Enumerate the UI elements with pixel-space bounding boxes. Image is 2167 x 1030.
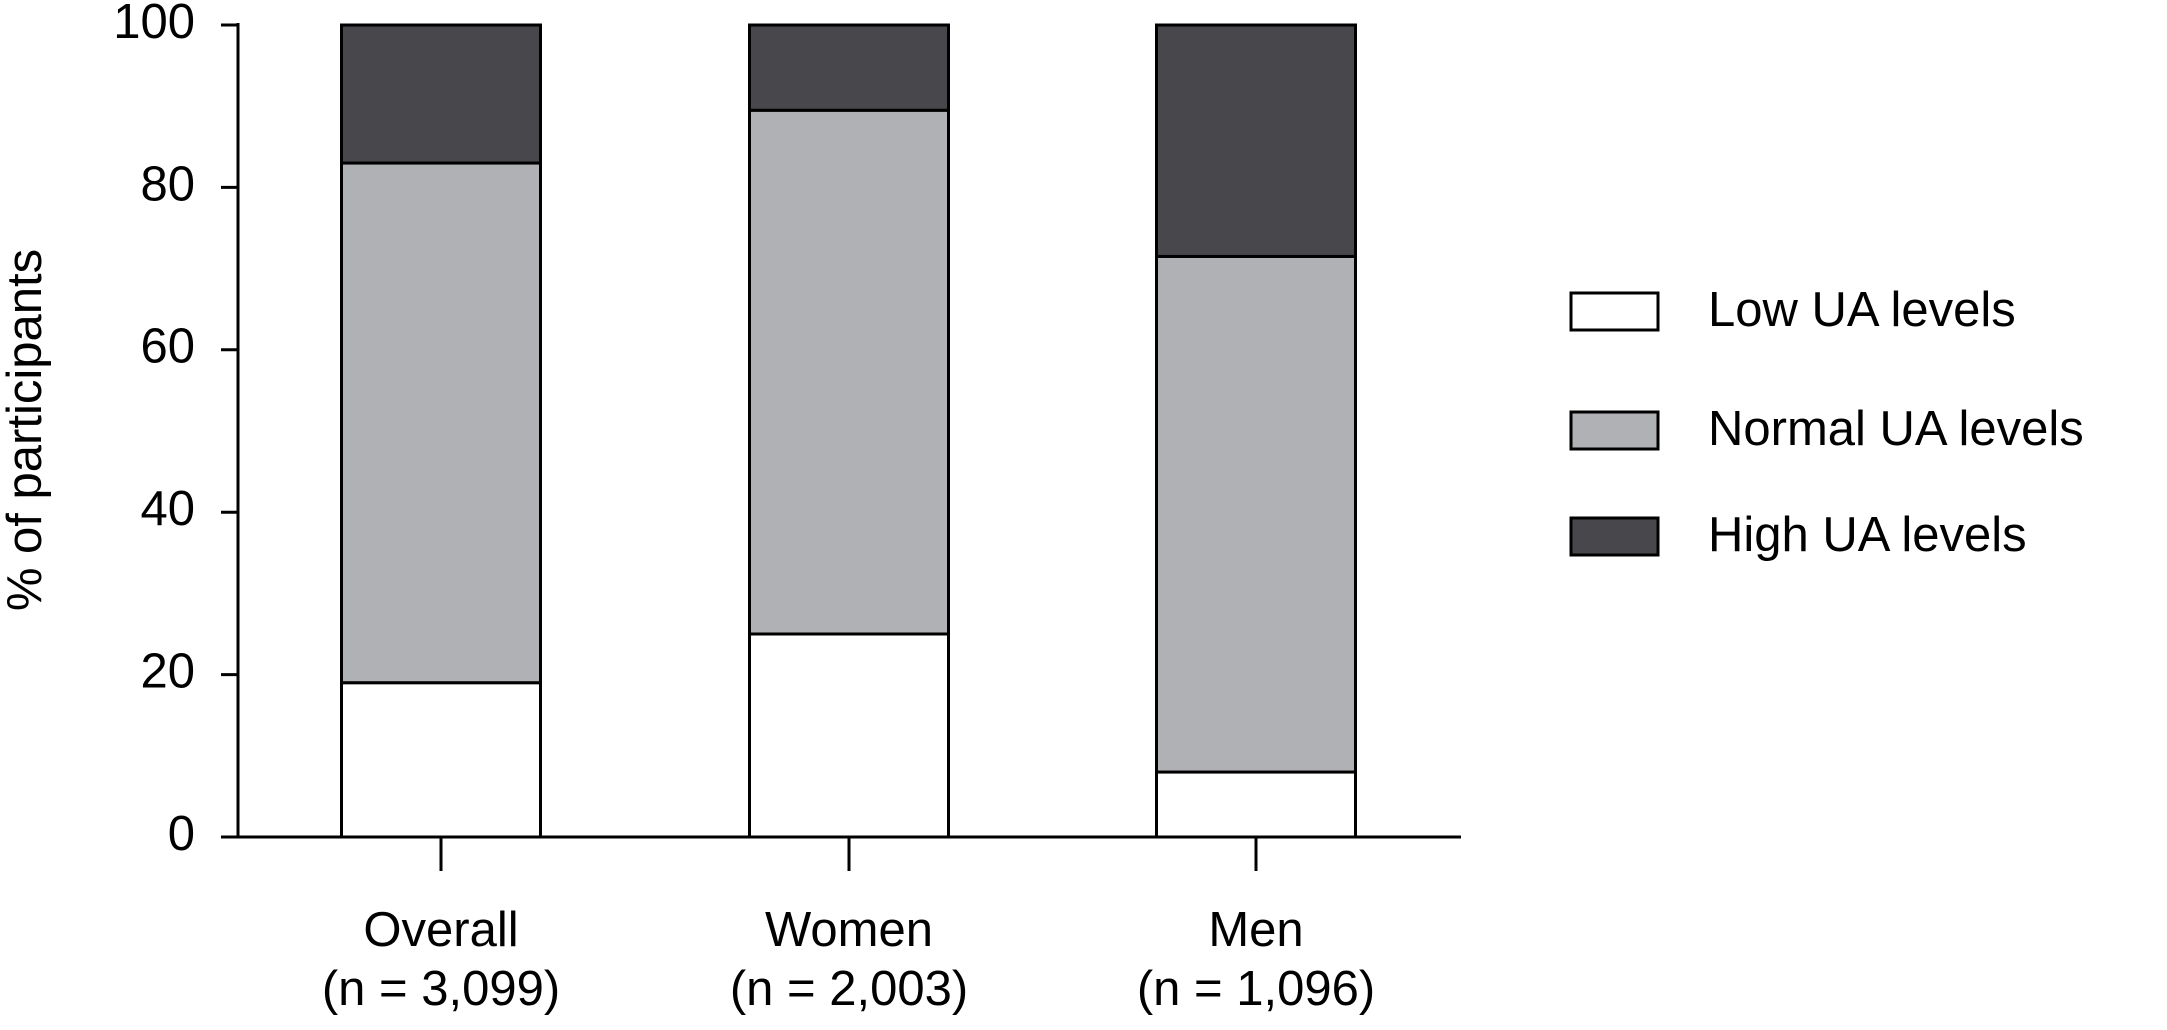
y-tick-label: 0 bbox=[168, 807, 195, 861]
y-tick-label: 100 bbox=[113, 0, 195, 49]
legend-swatch bbox=[1569, 410, 1660, 451]
bar-segment bbox=[340, 681, 542, 839]
y-tick-label: 60 bbox=[140, 320, 195, 374]
x-tick-label: (n = 2,003) bbox=[730, 962, 968, 1016]
legend-label: High UA levels bbox=[1708, 508, 2027, 562]
y-tick-label: 20 bbox=[140, 645, 195, 699]
legend-label: Low UA levels bbox=[1708, 283, 2016, 337]
legend-swatch bbox=[1569, 291, 1660, 332]
bar-segment bbox=[340, 161, 542, 685]
bar-segment bbox=[1155, 770, 1357, 839]
x-tick-label: (n = 1,096) bbox=[1137, 962, 1375, 1016]
y-axis-label: % of participants bbox=[0, 249, 52, 611]
legend-label: Normal UA levels bbox=[1708, 402, 2084, 456]
x-tick-label: (n = 3,099) bbox=[322, 962, 560, 1016]
bar-segment bbox=[1155, 254, 1357, 774]
bar-segment bbox=[1155, 23, 1357, 258]
bar-segment bbox=[748, 108, 950, 636]
bar-segment bbox=[748, 632, 950, 839]
legend-swatch bbox=[1569, 516, 1660, 557]
y-tick-label: 80 bbox=[140, 157, 195, 211]
x-tick-label: Overall bbox=[363, 903, 518, 957]
bar-segment bbox=[340, 23, 542, 165]
x-tick-label: Men bbox=[1208, 903, 1303, 957]
y-tick-label: 40 bbox=[140, 482, 195, 536]
bar-segment bbox=[748, 23, 950, 112]
x-tick-label: Women bbox=[765, 903, 933, 957]
